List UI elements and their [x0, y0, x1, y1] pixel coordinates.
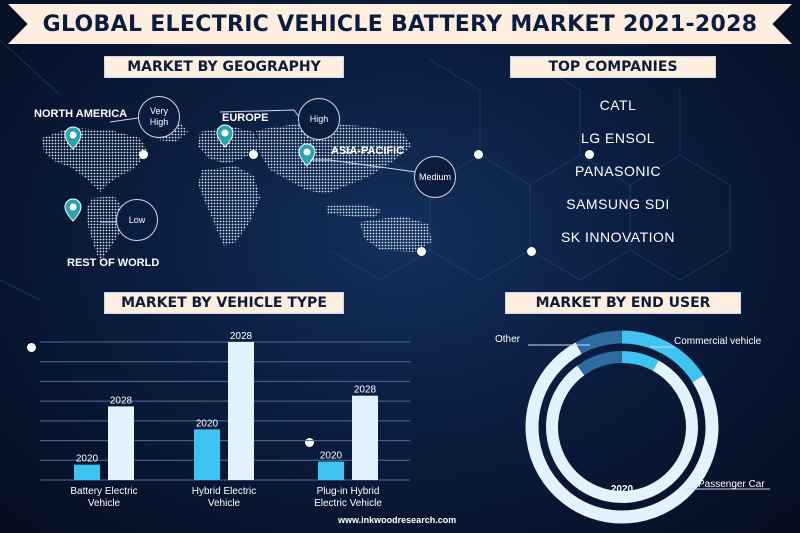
donut-segment	[621, 330, 704, 383]
bar-value-label: 2028	[354, 385, 377, 396]
decor-dot	[139, 150, 148, 159]
end-user-header: MARKET BY END USER	[505, 292, 741, 314]
company-item: CATL	[599, 97, 637, 113]
level-bubble-asia-pacific: Medium	[414, 156, 456, 198]
level-bubble-rest-of-world: Low	[116, 199, 158, 241]
map-pin-icon	[64, 198, 82, 222]
decor-dot	[474, 150, 483, 159]
category-label: Hybrid Electric	[192, 486, 256, 497]
indonesia-shape	[326, 204, 382, 218]
company-item: SK INNOVATION	[560, 229, 676, 245]
vehicle-type-header: MARKET BY VEHICLE TYPE	[104, 292, 344, 314]
donut-segment	[575, 330, 623, 354]
companies-header: TOP COMPANIES	[510, 56, 716, 78]
geography-header: MARKET BY GEOGRAPHY	[104, 56, 344, 78]
region-label-asia-pacific: ASIA-PACIFIC	[331, 145, 405, 157]
map-pin-icon	[298, 143, 316, 167]
donut-segment	[577, 351, 623, 376]
south-america-shape	[86, 196, 126, 262]
category-label: Electric Vehicle	[314, 498, 382, 509]
end-user-label: Commercial vehicle	[674, 336, 762, 347]
bar	[74, 464, 100, 480]
bar-value-label: 2020	[196, 418, 219, 429]
bar	[318, 461, 344, 480]
bar-value-label: 2020	[320, 451, 343, 462]
decor-dot	[417, 247, 426, 256]
decor-dot	[585, 150, 594, 159]
level-bubble-europe: High	[298, 98, 340, 140]
africa-shape	[198, 166, 260, 246]
category-label: Battery Electric	[70, 486, 137, 497]
europe-shape	[198, 126, 260, 164]
bar	[108, 406, 134, 480]
map-pin-icon	[216, 124, 234, 148]
end-user-label: Other	[495, 334, 521, 345]
donut-segment	[525, 342, 719, 524]
bar-value-label: 2028	[230, 331, 253, 342]
world-map	[42, 122, 432, 262]
donut-segment	[546, 360, 698, 503]
end-user-label: Passenger Car	[698, 479, 765, 490]
bar	[194, 429, 220, 480]
page-title: GLOBAL ELECTRIC VEHICLE BATTERY MARKET 2…	[42, 11, 758, 37]
bar-value-label: 2020	[76, 454, 99, 465]
title-banner: GLOBAL ELECTRIC VEHICLE BATTERY MARKET 2…	[8, 4, 792, 44]
map-pin-icon	[64, 126, 82, 150]
category-label: Plug-in Hybrid	[317, 486, 380, 497]
category-label: Vehicle	[88, 498, 121, 509]
decor-dot	[27, 343, 36, 352]
ring-year-label: 2020	[611, 484, 634, 495]
company-item: PANASONIC	[575, 163, 661, 179]
donut-segment	[621, 351, 659, 371]
bar	[352, 395, 378, 480]
decor-dot	[305, 438, 314, 447]
region-label-north-america: NORTH AMERICA	[34, 108, 128, 120]
region-label-europe: EUROPE	[222, 112, 269, 124]
region-label-rest-of-world: REST OF WORLD	[67, 257, 160, 269]
asia-shape	[256, 122, 412, 194]
footer-url: www.inkwoodresearch.com	[338, 515, 457, 525]
decor-dot	[527, 247, 536, 256]
north-america-shape	[42, 128, 148, 192]
australia-shape	[360, 216, 432, 252]
level-bubble-north-america: Very High	[138, 96, 180, 138]
category-label: Vehicle	[208, 498, 241, 509]
bar	[228, 342, 254, 480]
company-item: LG ENSOL	[580, 130, 656, 146]
bar-value-label: 2028	[110, 395, 133, 406]
company-item: SAMSUNG SDI	[566, 196, 670, 212]
decor-dot	[249, 150, 258, 159]
